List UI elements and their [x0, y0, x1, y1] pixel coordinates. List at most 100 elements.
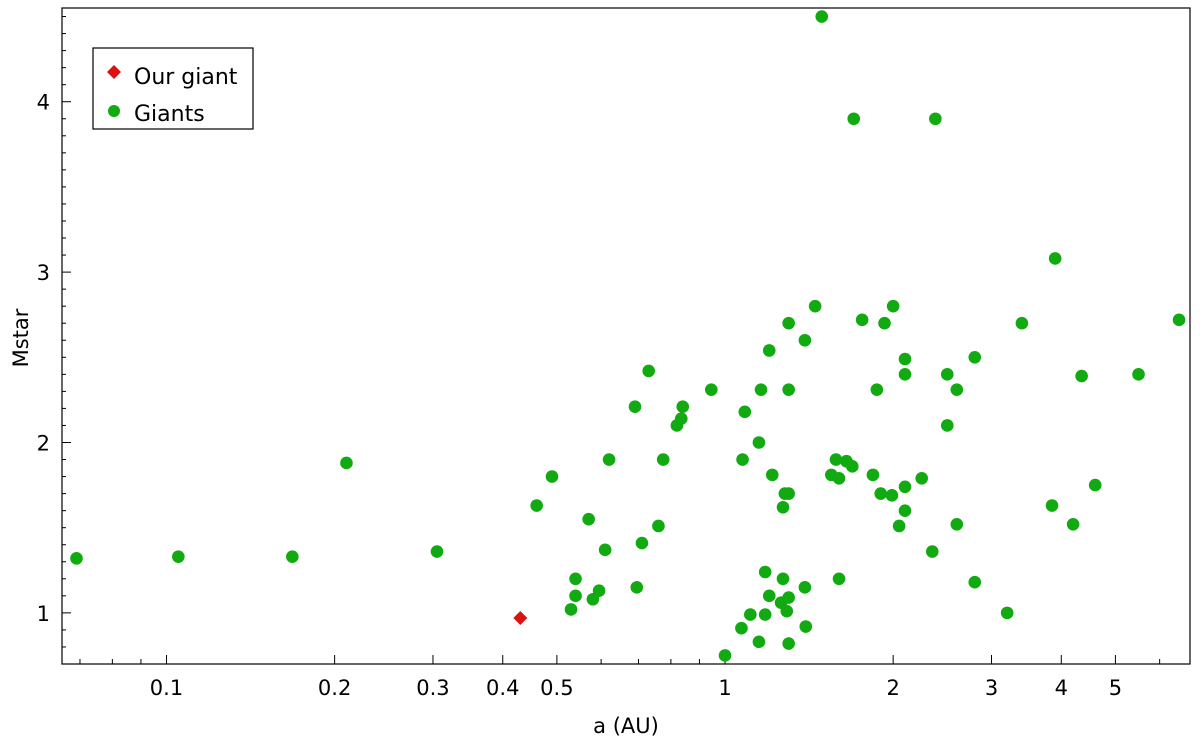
data-point-giant: [656, 453, 670, 466]
data-point-giant: [776, 572, 790, 586]
data-point-giant: [798, 333, 812, 347]
data-point-giant: [929, 112, 942, 126]
x-tick-label: 2: [886, 676, 899, 700]
data-point-giant: [340, 456, 353, 470]
data-point-giant: [870, 383, 884, 396]
data-point-giant: [782, 487, 795, 500]
data-point-giant: [1000, 606, 1014, 620]
legend: Our giant Giants: [92, 47, 254, 130]
data-point-giant: [846, 460, 859, 473]
data-point-giant: [718, 649, 732, 662]
data-point-giant: [765, 468, 779, 482]
x-tick-label: 0.4: [486, 676, 519, 700]
data-point-giant: [652, 519, 665, 533]
legend-marker-giants: [108, 105, 120, 117]
data-point-giant: [847, 112, 861, 126]
data-point-giant: [1075, 369, 1088, 383]
data-point-giant: [968, 575, 982, 589]
data-point-giant: [758, 565, 772, 579]
data-point-giant: [674, 412, 688, 425]
data-point-giant: [1015, 316, 1029, 330]
data-point-giant: [1172, 313, 1186, 327]
legend-marker-our-giant: [107, 65, 121, 79]
y-tick-label: 3: [37, 261, 50, 285]
data-point-giant: [628, 400, 642, 414]
data-point-giant: [940, 419, 954, 432]
data-point-giant: [598, 543, 612, 557]
data-point-giant: [635, 536, 649, 550]
data-point-giant: [1048, 252, 1062, 265]
data-point-giant: [582, 512, 595, 526]
legend-label-giants: Giants: [134, 102, 205, 127]
x-tick-label: 0.5: [540, 676, 573, 700]
data-point-giant: [940, 368, 954, 381]
data-point-giant: [776, 500, 790, 514]
data-point-giant: [1066, 517, 1080, 531]
data-point-giant: [592, 584, 606, 598]
data-point-giant: [915, 471, 929, 485]
data-point-giant: [1132, 368, 1145, 381]
y-tick-label: 4: [37, 91, 50, 115]
data-point-giant: [832, 471, 846, 485]
data-point-giant: [569, 589, 582, 603]
y-axis-label: Mstar: [9, 308, 33, 367]
x-tick-label: 3: [985, 676, 998, 700]
data-point-giant: [874, 487, 888, 500]
data-point-our-giant: [513, 610, 528, 625]
legend-box: [92, 47, 254, 130]
data-points: [70, 10, 1186, 662]
data-point-giant: [780, 604, 794, 618]
data-point-giant: [855, 313, 869, 327]
data-point-giant: [744, 608, 757, 621]
data-point-giant: [898, 480, 912, 494]
data-point-giant: [782, 637, 795, 650]
data-point-giant: [829, 453, 843, 466]
data-point-giant: [172, 550, 185, 563]
data-point-giant: [799, 620, 813, 633]
data-point-giant: [808, 299, 822, 313]
data-point-giant: [1088, 478, 1102, 492]
x-tick-label: 4: [1055, 676, 1068, 700]
data-point-giant: [704, 383, 718, 396]
data-point-giant: [754, 383, 768, 396]
data-point-giant: [70, 552, 83, 565]
data-point-giant: [886, 299, 900, 313]
data-point-giant: [736, 453, 749, 466]
data-point-giant: [782, 316, 795, 330]
data-point-giant: [545, 470, 559, 483]
data-point-giant: [866, 468, 880, 482]
data-point-giant: [762, 344, 776, 357]
data-point-giant: [892, 519, 906, 533]
x-tick-label: 0.3: [416, 676, 449, 700]
data-point-giant: [782, 383, 795, 396]
data-point-giant: [898, 368, 912, 381]
data-point-giant: [735, 621, 748, 635]
data-point-giant: [798, 581, 812, 594]
x-tick-label: 0.2: [318, 676, 351, 700]
data-point-giant: [898, 504, 912, 517]
data-point-giant: [950, 517, 964, 531]
data-point-giant: [738, 405, 752, 419]
data-point-giant: [968, 350, 982, 364]
data-point-giant: [630, 581, 644, 594]
data-point-giant: [898, 352, 912, 366]
data-point-giant: [878, 316, 891, 330]
x-tick-label: 5: [1109, 676, 1122, 700]
data-point-giant: [752, 436, 766, 449]
data-point-giant: [564, 603, 578, 616]
data-point-giant: [832, 572, 846, 586]
data-point-giant: [569, 572, 582, 586]
x-tick-label: 1: [718, 676, 731, 700]
data-point-giant: [925, 545, 939, 558]
data-point-giant: [950, 383, 964, 396]
data-point-giant: [1045, 499, 1059, 512]
data-point-giant: [286, 550, 299, 563]
data-point-giant: [782, 591, 795, 604]
y-tick-label: 1: [37, 602, 50, 626]
data-point-giant: [758, 608, 772, 621]
data-point-giant: [430, 545, 444, 558]
data-point-giant: [815, 10, 829, 23]
data-point-giant: [530, 499, 543, 512]
data-point-giant: [676, 400, 690, 414]
